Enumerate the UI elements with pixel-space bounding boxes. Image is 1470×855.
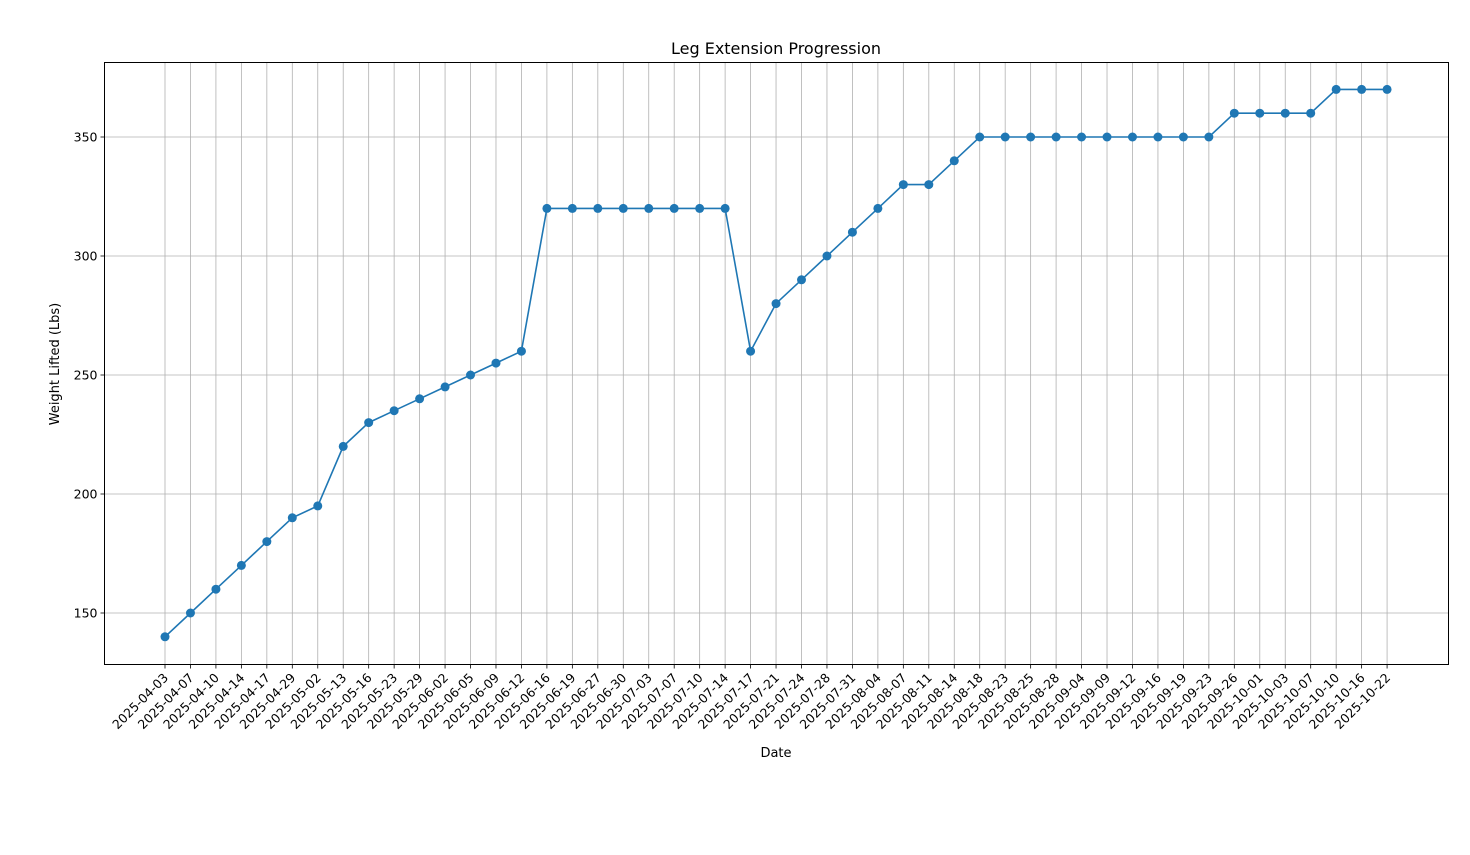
data-point-marker	[1204, 132, 1214, 142]
data-point-marker	[720, 203, 730, 213]
data-point-marker	[211, 584, 221, 594]
x-axis-ticks: 2025-04-032025-04-072025-04-102025-04-14…	[109, 664, 1393, 732]
data-point-marker	[1077, 132, 1087, 142]
chart-title: Leg Extension Progression	[671, 39, 881, 58]
data-point-marker	[516, 346, 526, 356]
data-point-marker	[236, 560, 246, 570]
data-point-marker	[262, 537, 272, 547]
data-point-marker	[364, 418, 374, 428]
data-point-marker	[847, 227, 857, 237]
data-point-marker	[287, 513, 297, 523]
data-point-marker	[618, 203, 628, 213]
data-point-marker	[822, 251, 832, 261]
data-point-marker	[1255, 108, 1265, 118]
data-point-marker	[924, 180, 934, 190]
data-point-marker	[466, 370, 476, 380]
data-point-marker	[975, 132, 985, 142]
data-point-marker	[389, 406, 399, 416]
data-point-marker	[338, 441, 348, 451]
data-point-marker	[797, 275, 806, 285]
data-point-marker	[491, 358, 501, 368]
data-point-marker	[185, 608, 195, 618]
data-point-marker	[1280, 108, 1290, 118]
data-point-marker	[1306, 108, 1316, 118]
data-point-marker	[1178, 132, 1188, 142]
y-tick-label: 350	[74, 130, 98, 145]
y-tick-label: 200	[74, 487, 98, 502]
data-point-marker	[440, 382, 450, 392]
data-point-marker	[593, 203, 603, 213]
y-axis-ticks: 150 200 250 300 350	[74, 130, 105, 621]
data-point-marker	[567, 203, 577, 213]
plot-frame	[104, 62, 1449, 665]
data-point-marker	[1382, 84, 1392, 94]
y-tick-label: 300	[74, 249, 98, 264]
grid-lines	[104, 62, 1449, 665]
data-point-marker	[160, 632, 170, 642]
data-point-marker	[542, 203, 552, 213]
data-point-marker	[415, 394, 425, 404]
y-tick-label: 250	[74, 368, 98, 383]
data-point-marker	[1331, 84, 1341, 94]
data-point-marker	[873, 203, 883, 213]
data-point-marker	[669, 203, 679, 213]
data-point-marker	[898, 180, 908, 190]
x-axis-label: Date	[760, 746, 791, 761]
data-point-marker	[695, 203, 705, 213]
data-point-marker	[746, 346, 756, 356]
y-tick-label: 150	[74, 606, 98, 621]
data-point-marker	[644, 203, 654, 213]
data-point-marker	[1153, 132, 1163, 142]
data-point-marker	[1026, 132, 1036, 142]
data-point-marker	[1102, 132, 1112, 142]
data-point-marker	[1000, 132, 1010, 142]
data-point-marker	[949, 156, 959, 166]
data-point-marker	[771, 299, 781, 309]
data-series-line	[160, 84, 1392, 642]
data-point-marker	[1127, 132, 1137, 142]
data-point-marker	[1357, 84, 1367, 94]
data-point-marker	[1051, 132, 1061, 142]
data-point-marker	[313, 501, 323, 511]
data-point-marker	[1229, 108, 1239, 118]
y-axis-label: Weight Lifted (Lbs)	[48, 303, 63, 426]
